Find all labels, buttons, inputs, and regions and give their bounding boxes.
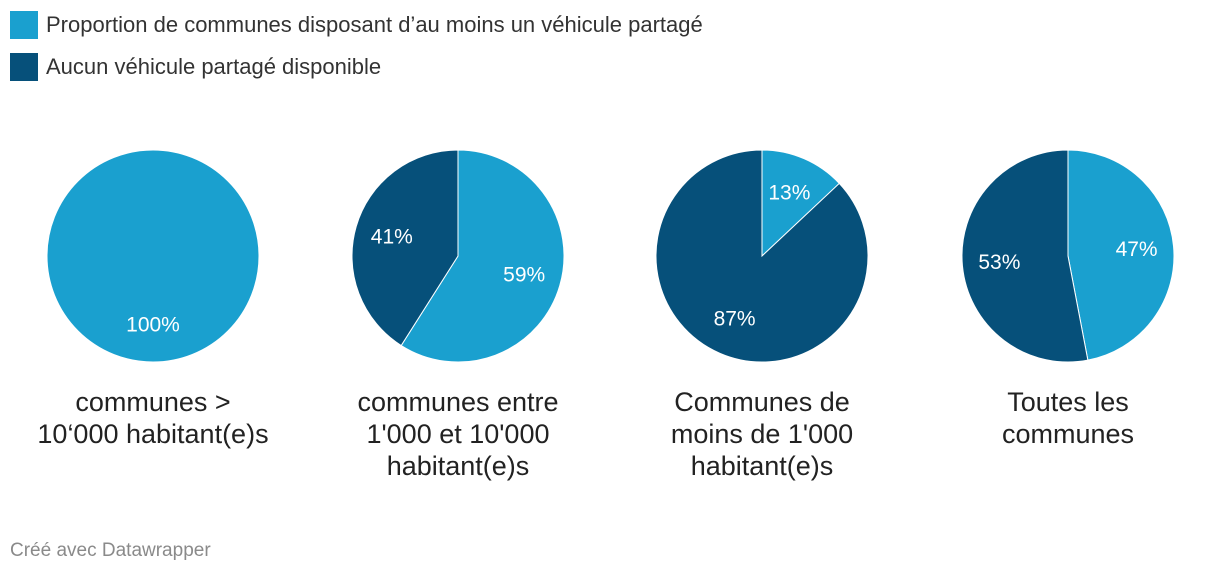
pie-slice-label: 53% <box>978 251 1020 274</box>
pie-slice <box>961 149 1089 363</box>
footer-credit: Créé avec Datawrapper <box>10 540 211 561</box>
legend-label-shared: Proportion de communes disposant d’au mo… <box>46 12 703 37</box>
pie-slice <box>1067 149 1175 361</box>
pie-0: 100% <box>46 149 260 363</box>
pie-3: 47% 53% <box>961 149 1175 363</box>
pie-caption-1: communes entre 1'000 et 10'000 habitant(… <box>308 386 608 482</box>
pie-slice-label: 13% <box>768 181 810 204</box>
pie-2: 13% 87% <box>655 149 869 363</box>
pie-caption-line: communes entre <box>357 387 559 417</box>
legend: Proportion de communes disposant d’au mo… <box>10 10 703 94</box>
pie-caption-line: communes <box>1001 419 1135 449</box>
pie-caption-2: Communes de moins de 1'000 habitant(e)s <box>612 386 912 482</box>
legend-label-none: Aucun véhicule partagé disponible <box>46 54 382 79</box>
pie-slice-label: 47% <box>1116 238 1158 261</box>
pie-caption-line: Toutes les <box>1007 387 1129 417</box>
legend-item-none: Aucun véhicule partagé disponible <box>10 52 703 82</box>
pie-caption-line: 10‘000 habitant(e)s <box>37 419 269 449</box>
pie-caption-line: moins de 1'000 <box>670 419 854 449</box>
pie-caption-line: 1'000 et 10'000 <box>366 419 550 449</box>
pie-slice-label: 100% <box>126 313 180 336</box>
pie-slice-label: 87% <box>714 308 756 331</box>
pie-caption-line: habitant(e)s <box>386 451 530 481</box>
pie-slice-label: 59% <box>503 264 545 287</box>
pie-slice <box>46 149 260 363</box>
pie-caption-line: habitant(e)s <box>690 451 834 481</box>
pie-slice <box>655 149 869 363</box>
pie-caption-line: Communes de <box>674 387 850 417</box>
pie-caption-line: communes > <box>75 387 231 417</box>
pie-slice-label: 41% <box>371 225 413 248</box>
pie-caption-3: Toutes les communes <box>918 386 1218 450</box>
pie-slice <box>400 149 565 363</box>
legend-swatch-shared <box>10 11 38 39</box>
pie-slice <box>761 149 840 258</box>
legend-swatch-none <box>10 53 38 81</box>
pie-1: 59% 41% <box>351 149 565 363</box>
pie-slice <box>351 149 459 347</box>
pie-caption-0: communes > 10‘000 habitant(e)s <box>3 386 303 450</box>
legend-item-shared: Proportion de communes disposant d’au mo… <box>10 10 703 40</box>
